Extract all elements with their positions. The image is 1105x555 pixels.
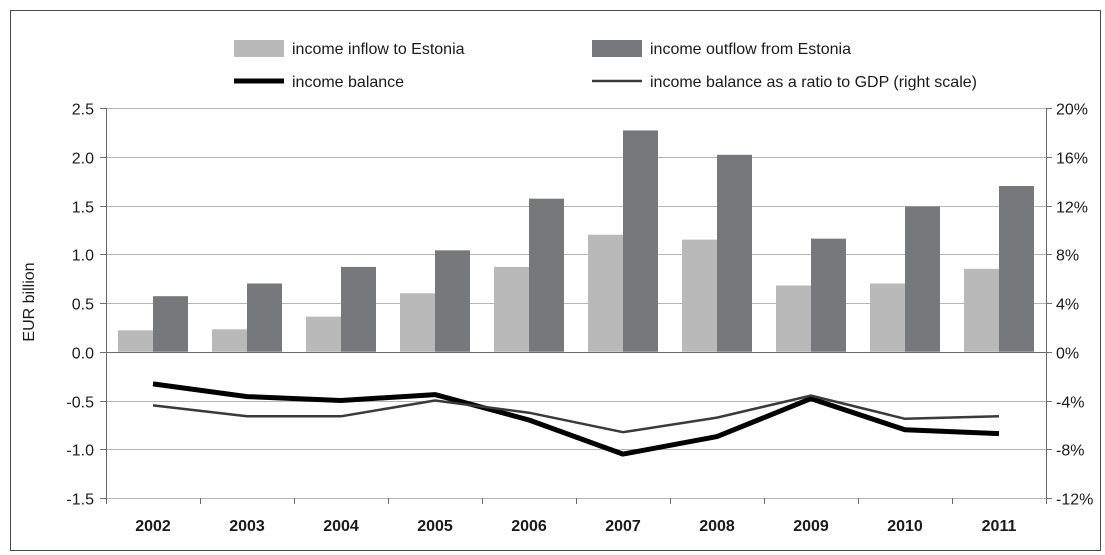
bar-outflow <box>529 198 564 352</box>
y2-tick-label: -8% <box>1056 443 1084 460</box>
y-tick-label: -0.5 <box>66 395 94 412</box>
bar-outflow <box>435 250 470 352</box>
y2-tick-label: 16% <box>1056 151 1088 168</box>
y-tick-label: 2.0 <box>72 151 94 168</box>
y2-tick-label: 4% <box>1056 297 1079 314</box>
legend-label: income inflow to Estonia <box>292 41 465 58</box>
bar-inflow <box>682 239 717 352</box>
x-tick-label: 2009 <box>793 518 829 535</box>
bar-inflow <box>494 266 529 352</box>
bar-outflow <box>811 238 846 352</box>
legend-label: income outflow from Estonia <box>650 41 851 58</box>
bar-outflow <box>247 283 282 352</box>
bar-outflow <box>623 130 658 352</box>
x-tick-label: 2007 <box>605 518 641 535</box>
y-tick-label: 1.5 <box>72 200 94 217</box>
y-tick-label: 2.5 <box>72 102 94 119</box>
bar-inflow <box>776 285 811 352</box>
line-income-balance <box>152 381 1000 457</box>
x-tick-label: 2005 <box>417 518 453 535</box>
legend-swatch <box>234 40 284 57</box>
y2-tick-label: 0% <box>1056 346 1079 363</box>
y2-tick-label: -4% <box>1056 395 1084 412</box>
y2-tick-label: 8% <box>1056 248 1079 265</box>
axes: 2.5 2.0 1.5 1.0 0.5 0.0 -0.5 -1.0 -1.5 20% 16% 12% 8… <box>66 102 1093 536</box>
bar-outflow <box>341 266 376 352</box>
bar-outflow <box>717 154 752 352</box>
x-tick-label: 2008 <box>699 518 735 535</box>
x-tick-label: 2003 <box>229 518 265 535</box>
bar-outflow <box>153 296 188 352</box>
bar-inflow <box>964 268 999 352</box>
x-tick-label: 2002 <box>135 518 171 535</box>
bars <box>118 130 1034 352</box>
x-tick-label: 2004 <box>323 518 359 535</box>
legend-label: income balance <box>292 74 404 91</box>
y2-tick-label: 12% <box>1056 200 1088 217</box>
x-tick-label: 2011 <box>982 518 1017 535</box>
bar-outflow <box>905 206 940 352</box>
series-lines <box>152 381 1000 457</box>
legend-label: income balance as a ratio to GDP (right … <box>650 74 977 91</box>
y-tick-label: -1.5 <box>66 492 94 509</box>
y-tick-label: 0.0 <box>72 346 94 363</box>
legend-swatch <box>592 40 642 57</box>
x-tick-label: 2006 <box>511 518 547 535</box>
y-axis-title: EUR billion <box>21 262 38 341</box>
bar-inflow <box>400 293 435 352</box>
y-tick-label: -1.0 <box>66 443 94 460</box>
x-tick-label: 2010 <box>887 518 923 535</box>
y2-tick-label: -12% <box>1056 492 1093 509</box>
legend: income inflow to Estonia income outflow f… <box>234 40 977 91</box>
y-tick-label: 0.5 <box>72 297 94 314</box>
bar-inflow <box>588 234 623 352</box>
bar-inflow <box>118 330 153 352</box>
y2-tick-label: 20% <box>1056 102 1088 119</box>
line-balance-gdp-ratio <box>152 394 1000 434</box>
bar-inflow <box>212 329 247 352</box>
bar-inflow <box>306 316 341 352</box>
y-tick-label: 1.0 <box>72 248 94 265</box>
bar-outflow <box>999 186 1034 352</box>
bar-inflow <box>870 283 905 352</box>
